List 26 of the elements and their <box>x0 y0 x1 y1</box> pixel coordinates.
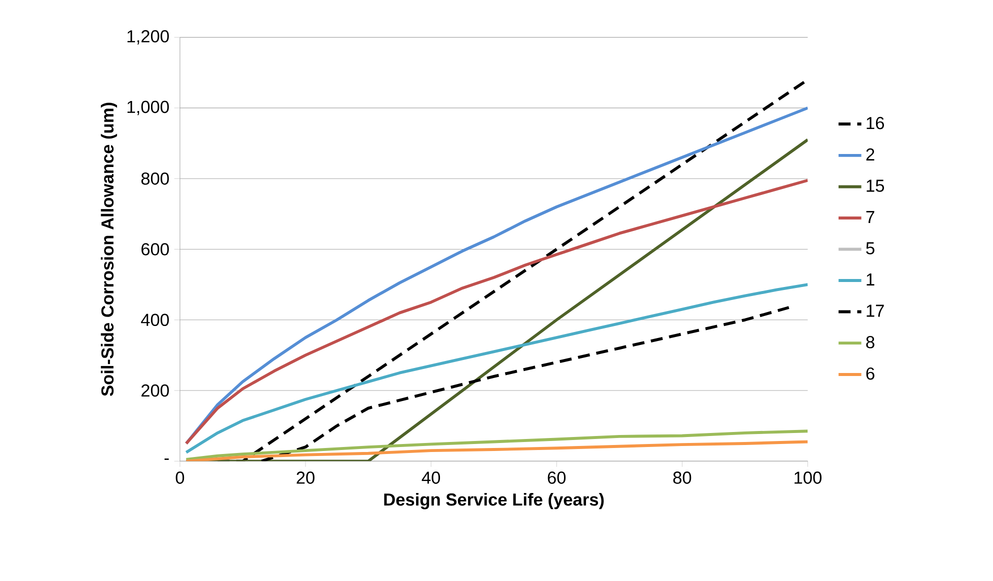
y-tick-label: 800 <box>141 172 169 185</box>
y-tick-label: - <box>164 458 169 460</box>
legend-label: 2 <box>866 148 874 160</box>
y-tick-label: 1,000 <box>128 100 169 116</box>
x-tick-label: 100 <box>794 472 822 484</box>
line-series <box>260 306 790 462</box>
legend-label: 7 <box>866 210 874 223</box>
legend-label: 6 <box>866 367 874 380</box>
x-tick-label: 20 <box>296 472 314 484</box>
y-tick-label: 400 <box>141 314 169 326</box>
x-tick-label: 80 <box>673 472 692 484</box>
legend-label: 1 <box>866 273 874 286</box>
x-tick-label: 40 <box>422 472 440 484</box>
x-axis-title: Design Service Life (years) <box>384 492 604 510</box>
y-tick-label: 200 <box>142 384 169 397</box>
legend-label: 17 <box>866 304 884 317</box>
y-tick-label: 600 <box>142 243 169 256</box>
legend-label: 8 <box>866 336 874 348</box>
x-tick-label: 60 <box>548 472 566 484</box>
y-axis-title: Soil-Side Corrosion Allowance (um) <box>100 102 118 396</box>
x-tick-label: 0 <box>176 472 184 484</box>
legend-label: 16 <box>866 116 884 130</box>
line-series <box>184 430 808 461</box>
y-tick-label: 1,200 <box>128 30 169 44</box>
legend-label: 15 <box>866 180 884 192</box>
legend-label: 5 <box>866 242 874 254</box>
